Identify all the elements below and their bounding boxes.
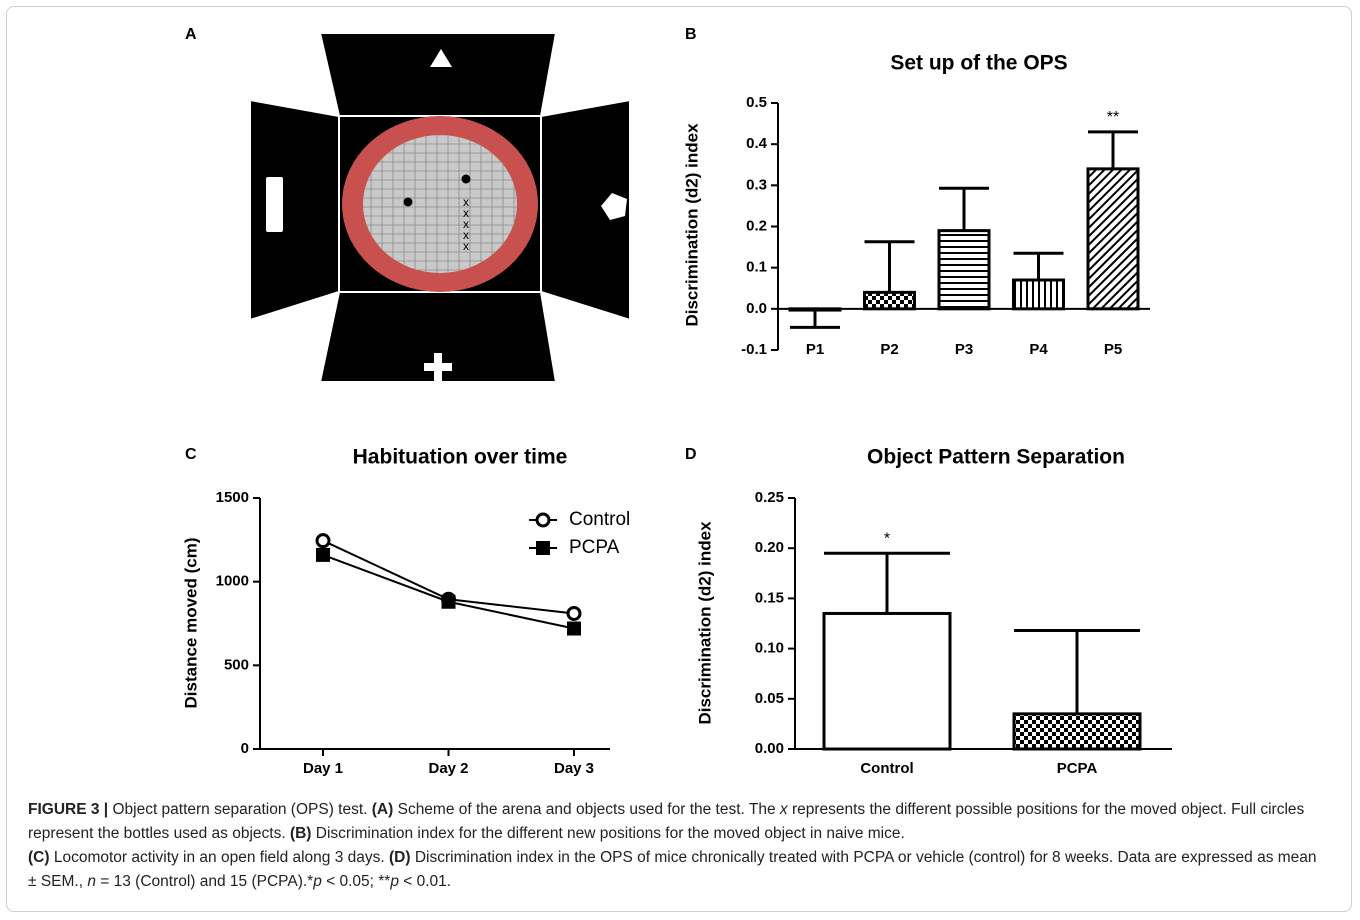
caption-text: = 13 (Control) and 15 (PCPA).* — [95, 873, 314, 890]
bar — [1012, 278, 1065, 311]
cue-plus — [424, 353, 452, 381]
y-tick-label: 0 — [241, 740, 249, 757]
position-mark: x — [463, 228, 469, 242]
x-tick-label: PCPA — [1057, 760, 1098, 777]
bar — [863, 290, 916, 311]
legend-label: PCPA — [569, 537, 620, 558]
caption-text: < 0.01. — [398, 873, 452, 890]
arena-inner — [363, 135, 517, 273]
arm-left — [249, 98, 340, 322]
y-axis-label: Discrimination (d2) index — [695, 521, 714, 725]
x-tick-label: P1 — [806, 341, 824, 358]
y-tick-label: 0.4 — [746, 135, 768, 152]
bottle — [461, 174, 471, 184]
marker — [316, 547, 330, 562]
bottle — [403, 197, 413, 207]
chart-title: Object Pattern Separation — [867, 446, 1125, 469]
y-tick-label: 500 — [224, 656, 249, 673]
arena-diagram: x x x x x — [249, 32, 631, 383]
position-mark: x — [463, 217, 469, 231]
y-tick-label: 0.05 — [755, 690, 784, 707]
marker — [567, 621, 581, 636]
caption-text: Object pattern separation (OPS) test. — [108, 801, 372, 818]
caption-panel-ref: (D) — [389, 849, 411, 866]
cue-triangle — [430, 49, 452, 67]
significance-label: * — [884, 530, 890, 547]
panel-label: B — [685, 26, 697, 43]
figure: A B C D x x x x x Set up of the OPS Discr… — [181, 26, 1172, 777]
y-tick-label: 0.5 — [746, 94, 767, 111]
figure-caption: FIGURE 3 | Object pattern separation (OP… — [28, 798, 1328, 894]
x-tick-label: P4 — [1029, 341, 1048, 358]
chart-title: Habituation over time — [353, 446, 568, 469]
y-tick-label: 0.25 — [755, 489, 784, 506]
caption-panel-ref: (B) — [289, 825, 312, 842]
bar — [1086, 167, 1140, 311]
caption-label: FIGURE 3 | — [28, 801, 109, 818]
x-tick-label: Day 1 — [303, 760, 343, 777]
caption-panel-ref: (C) — [28, 849, 50, 866]
panel-label: A — [185, 26, 197, 43]
y-axis-label: Discrimination (d2) index — [682, 123, 701, 327]
bar — [822, 611, 952, 751]
caption-text: Discrimination index in the OPS of mice … — [28, 849, 1317, 890]
caption-text: x — [779, 801, 788, 818]
y-tick-label: 0.20 — [755, 539, 784, 556]
marker — [566, 605, 582, 621]
panel-label: C — [185, 446, 197, 463]
y-tick-label: 0.0 — [746, 300, 767, 317]
caption-panel-ref: (A) — [371, 801, 394, 818]
y-tick-label: 0.00 — [755, 740, 784, 757]
y-tick-label: 1500 — [216, 489, 249, 506]
y-tick-label: 0.10 — [755, 640, 784, 657]
x-tick-label: Day 2 — [428, 760, 468, 777]
caption-text: n — [87, 873, 96, 890]
legend-label: Control — [569, 509, 630, 530]
caption-text: represents the different possible positi… — [28, 801, 1305, 842]
caption-text: Discrimination index for the different n… — [311, 825, 905, 842]
position-mark: x — [463, 195, 469, 209]
x-tick-label: P2 — [880, 341, 898, 358]
legend-marker — [536, 541, 550, 555]
x-tick-label: P3 — [955, 341, 973, 358]
caption-text: < 0.05; ** — [321, 873, 391, 890]
figure-frame — [6, 6, 1352, 912]
caption-text: p — [313, 873, 322, 890]
caption-text: Locomotor activity in an open field alon… — [49, 849, 390, 866]
bar — [1012, 712, 1142, 751]
y-tick-label: 1000 — [216, 573, 249, 590]
caption-text: Scheme of the arena and objects used for… — [393, 801, 780, 818]
bar — [937, 229, 991, 311]
y-tick-label: 0.2 — [746, 217, 767, 234]
series-line — [322, 553, 575, 630]
y-tick-label: -0.1 — [741, 341, 767, 358]
x-tick-label: Day 3 — [554, 760, 594, 777]
y-tick-label: 0.15 — [755, 589, 784, 606]
marker — [315, 533, 331, 549]
legend-marker — [535, 512, 551, 528]
chart-title: Set up of the OPS — [890, 52, 1067, 75]
y-axis-label: Distance moved (cm) — [181, 538, 200, 709]
bar — [788, 307, 842, 312]
cue-rectangle — [266, 177, 283, 232]
position-mark: x — [463, 206, 469, 220]
arm-top — [318, 32, 558, 117]
marker — [441, 594, 456, 609]
cue-pentagon — [601, 193, 627, 220]
y-tick-label: 0.3 — [746, 176, 767, 193]
x-tick-label: P5 — [1104, 341, 1122, 358]
x-tick-label: Control — [860, 760, 913, 777]
arena-grid — [363, 135, 517, 273]
panel-label: D — [685, 446, 697, 463]
caption-text: p — [390, 873, 399, 890]
position-mark: x — [463, 239, 469, 253]
y-tick-label: 0.1 — [746, 259, 767, 276]
significance-label: ** — [1107, 109, 1119, 126]
